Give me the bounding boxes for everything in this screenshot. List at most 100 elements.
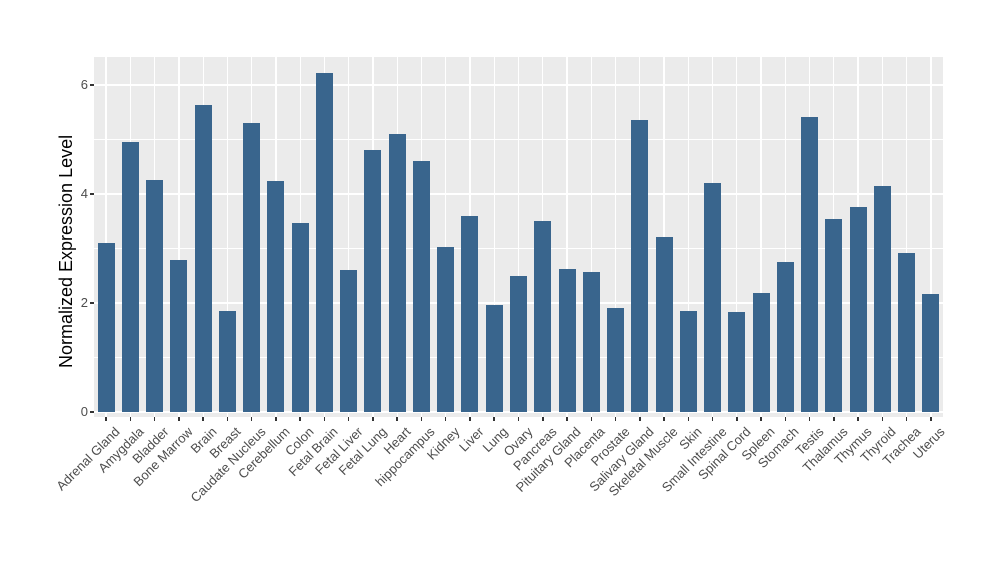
bar-fetal-liver <box>340 269 358 412</box>
bar-kidney <box>437 246 455 412</box>
x-axis-tick <box>153 417 156 421</box>
bar-amygdala <box>121 142 139 412</box>
bar-hippocampus <box>412 161 430 412</box>
x-axis-tick <box>930 417 932 421</box>
x-axis-tick <box>444 417 447 421</box>
vertical-gridline <box>930 57 932 417</box>
vertical-gridline <box>493 57 495 417</box>
vertical-gridline <box>736 57 738 417</box>
x-axis-tick <box>784 417 787 421</box>
vertical-gridline <box>517 57 520 417</box>
x-axis-tick <box>590 417 593 421</box>
x-axis-tick <box>420 417 423 421</box>
y-tick-label: 0 <box>80 404 88 419</box>
bar-small-intestine <box>704 183 722 412</box>
x-axis-tick <box>275 417 277 421</box>
y-axis-tick <box>90 302 94 304</box>
vertical-gridline <box>687 57 689 417</box>
bar-lung <box>485 304 503 412</box>
bar-uterus <box>922 294 940 412</box>
y-axis-title: Normalized Expression Level <box>56 134 76 368</box>
major-gridline <box>94 84 943 86</box>
x-axis-tick <box>226 417 229 421</box>
plot-panel <box>94 57 943 417</box>
y-axis-tick <box>90 193 94 195</box>
vertical-gridline <box>905 57 908 417</box>
x-axis-tick <box>542 417 544 421</box>
minor-gridline <box>94 139 943 140</box>
vertical-gridline <box>445 57 447 417</box>
bar-pituitary-gland <box>558 269 576 412</box>
bar-heart <box>388 133 406 412</box>
bar-spleen <box>752 293 770 412</box>
bar-bone-marrow <box>170 259 188 412</box>
vertical-gridline <box>105 57 107 417</box>
bar-liver <box>461 215 479 412</box>
vertical-gridline <box>590 57 592 417</box>
y-axis-tick <box>90 411 94 413</box>
bar-fetal-brain <box>315 73 333 412</box>
bar-breast <box>218 310 236 412</box>
x-axis-tick <box>881 417 884 421</box>
bar-spinal-cord <box>728 312 746 412</box>
x-axis-tick <box>372 417 374 421</box>
x-axis-tick <box>517 417 520 421</box>
bar-prostate <box>607 308 625 412</box>
bar-skin <box>679 310 697 412</box>
x-axis-tick <box>250 417 253 421</box>
bar-pancreas <box>534 221 552 412</box>
bar-placenta <box>582 272 600 412</box>
vertical-gridline <box>348 57 350 417</box>
x-axis-tick <box>299 417 301 421</box>
x-axis-tick <box>614 417 617 421</box>
major-gridline <box>94 411 943 413</box>
bar-stomach <box>776 262 794 412</box>
x-axis-tick <box>493 417 495 421</box>
x-axis-tick <box>760 417 762 421</box>
x-axis-tick <box>105 417 107 421</box>
bar-cerebellum <box>267 181 285 412</box>
bar-adrenal-gland <box>97 243 115 412</box>
x-axis-tick <box>202 417 204 421</box>
x-axis-tick <box>178 417 180 421</box>
y-axis-tick <box>90 84 94 86</box>
y-tick-label: 4 <box>80 186 88 201</box>
x-axis-tick <box>857 417 859 421</box>
x-axis-tick <box>687 417 690 421</box>
x-axis-tick <box>129 417 132 421</box>
x-axis-tick <box>469 417 471 421</box>
bar-ovary <box>510 275 527 412</box>
minor-gridline <box>94 248 943 249</box>
x-axis-tick <box>905 417 908 421</box>
bar-trachea <box>898 252 916 412</box>
bar-skeletal-muscle <box>655 236 673 412</box>
x-axis-tick <box>323 417 326 421</box>
vertical-gridline <box>760 57 762 417</box>
x-axis-tick <box>833 417 835 421</box>
bar-brain <box>194 105 212 412</box>
bar-testis <box>801 116 819 412</box>
bar-thymus <box>849 206 867 412</box>
y-tick-label: 6 <box>80 77 88 92</box>
bar-caudate-nucleus <box>243 123 261 412</box>
x-axis-tick <box>736 417 738 421</box>
x-axis-tick <box>396 417 398 421</box>
x-axis-tick <box>711 417 714 421</box>
vertical-gridline <box>178 57 180 417</box>
y-tick-label: 2 <box>80 295 88 310</box>
x-axis-tick <box>639 417 641 421</box>
vertical-gridline <box>784 57 786 417</box>
bar-salivary-gland <box>631 120 649 412</box>
vertical-gridline <box>566 57 568 417</box>
x-axis-tick <box>347 417 350 421</box>
bar-thyroid <box>873 185 891 412</box>
x-axis-tick <box>663 417 665 421</box>
major-gridline <box>94 193 943 195</box>
bar-fetal-lung <box>364 150 382 412</box>
bar-colon <box>291 223 309 412</box>
x-axis-tick <box>566 417 568 421</box>
vertical-gridline <box>614 57 617 417</box>
bar-thalamus <box>825 218 843 412</box>
bar-bladder <box>146 180 164 412</box>
